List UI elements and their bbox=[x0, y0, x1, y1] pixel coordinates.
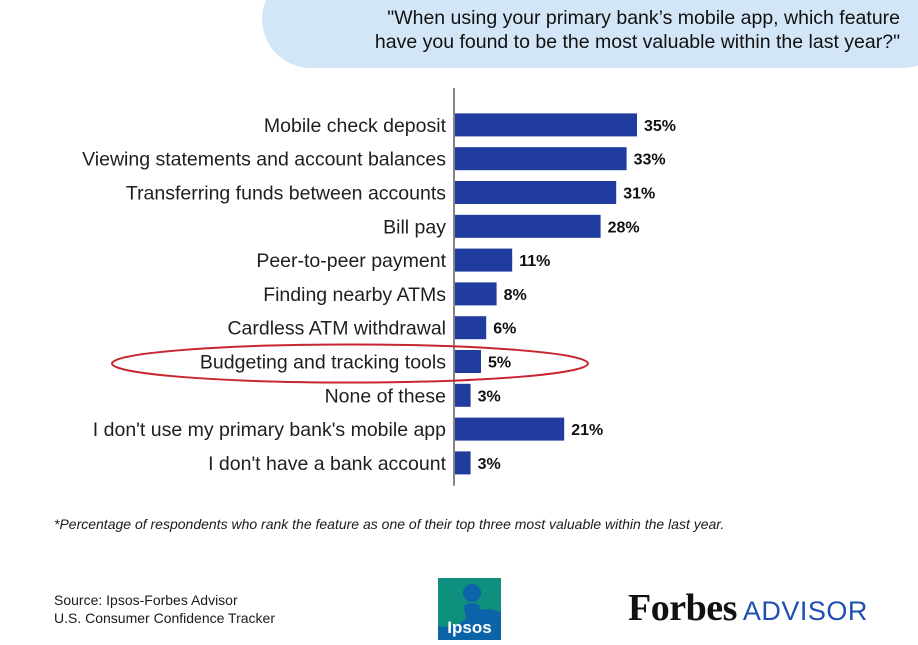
brand-sub: ADVISOR bbox=[742, 596, 868, 626]
value-label: 21% bbox=[571, 422, 603, 439]
value-label: 3% bbox=[478, 388, 501, 405]
category-label: Cardless ATM withdrawal bbox=[227, 318, 446, 340]
footnote: *Percentage of respondents who rank the … bbox=[54, 516, 725, 532]
bar bbox=[455, 451, 471, 475]
source-line-2: U.S. Consumer Confidence Tracker bbox=[54, 610, 275, 626]
source-note: Source: Ipsos-Forbes Advisor U.S. Consum… bbox=[54, 591, 275, 627]
value-label: 11% bbox=[519, 253, 550, 270]
highlight-ellipse bbox=[111, 343, 589, 384]
forbes-advisor-logo: Forbes ADVISOR bbox=[628, 586, 868, 630]
value-label: 5% bbox=[488, 355, 511, 372]
category-label: I don't use my primary bank's mobile app bbox=[93, 419, 446, 441]
value-label: 33% bbox=[634, 152, 666, 169]
bar-chart: Mobile check deposit 35% Viewing statement… bbox=[82, 88, 676, 486]
category-label: None of these bbox=[325, 385, 446, 407]
bar bbox=[455, 383, 471, 407]
brand-name: Forbes bbox=[628, 587, 737, 629]
value-label: 28% bbox=[608, 219, 640, 236]
category-label: Transferring funds between accounts bbox=[126, 183, 446, 205]
bar bbox=[455, 248, 513, 272]
category-label: Mobile check deposit bbox=[264, 115, 447, 137]
question-line-2: have you found to be the most valuable w… bbox=[374, 31, 900, 53]
category-label: I don't have a bank account bbox=[208, 453, 446, 475]
source-line-1: Source: Ipsos-Forbes Advisor bbox=[54, 592, 238, 608]
ipsos-logo: Ipsos bbox=[438, 578, 501, 640]
chart-question: "When using your primary bank’s mobile a… bbox=[300, 6, 900, 54]
category-label: Budgeting and tracking tools bbox=[200, 352, 446, 374]
value-label: 8% bbox=[504, 287, 527, 304]
value-label: 35% bbox=[644, 118, 676, 135]
bar bbox=[455, 350, 481, 373]
category-label: Viewing statements and account balances bbox=[82, 149, 446, 171]
ipsos-logo-text: Ipsos bbox=[447, 618, 491, 637]
bar bbox=[455, 113, 637, 137]
bar bbox=[455, 282, 497, 306]
category-label: Finding nearby ATMs bbox=[263, 284, 446, 306]
value-label: 6% bbox=[493, 321, 516, 338]
bar bbox=[455, 417, 565, 441]
question-line-1: "When using your primary bank’s mobile a… bbox=[387, 7, 900, 29]
category-label: Peer-to-peer payment bbox=[256, 250, 446, 272]
value-label: 3% bbox=[478, 456, 501, 473]
bar bbox=[455, 214, 601, 238]
category-label: Bill pay bbox=[383, 216, 446, 238]
question-bubble bbox=[262, 0, 918, 68]
bar bbox=[455, 316, 487, 340]
value-label: 31% bbox=[623, 186, 655, 203]
bar bbox=[455, 147, 627, 171]
bar bbox=[455, 181, 617, 204]
